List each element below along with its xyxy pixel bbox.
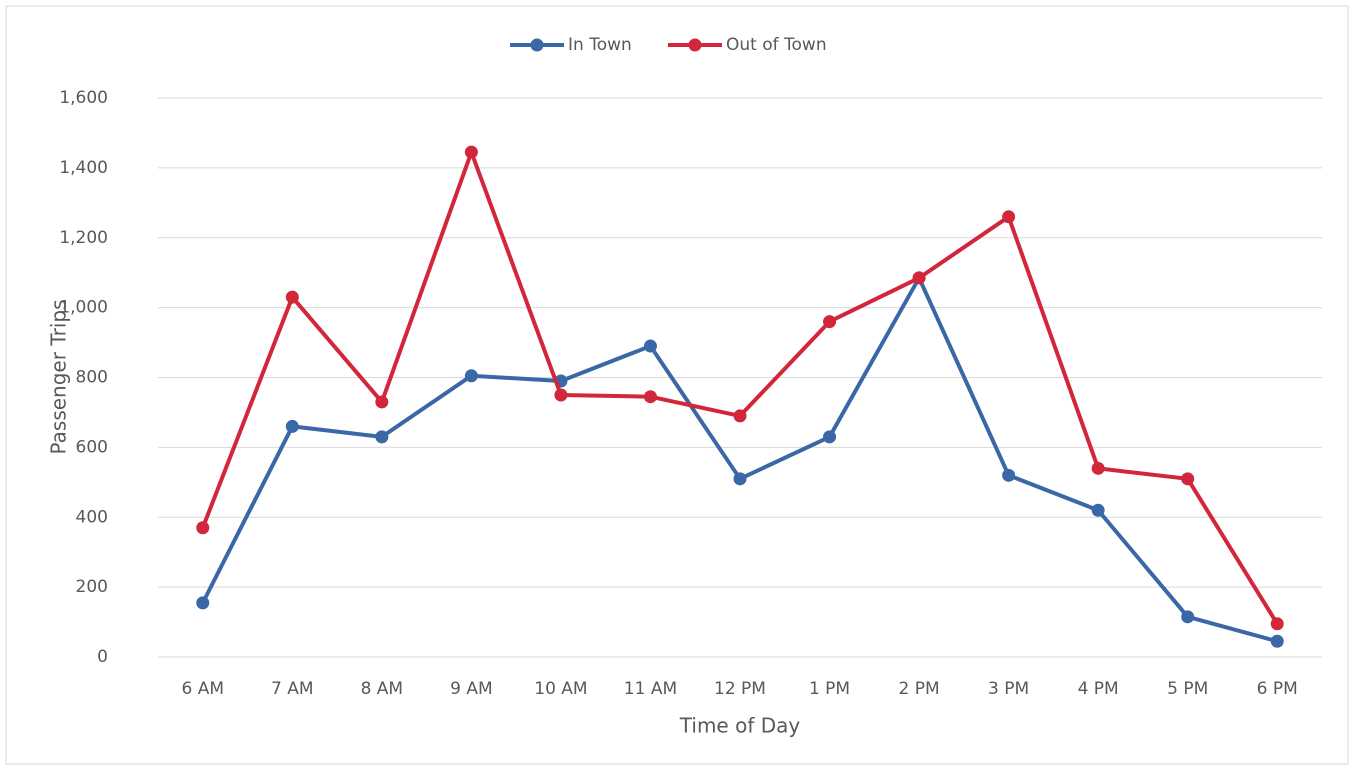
x-tick-label: 2 PM — [899, 679, 940, 699]
x-axis-title: Time of Day — [679, 714, 801, 738]
data-point — [554, 388, 568, 402]
data-point — [375, 395, 389, 409]
x-tick-label: 1 PM — [809, 679, 850, 699]
y-tick-label: 200 — [76, 577, 108, 597]
data-point — [285, 419, 299, 433]
data-point — [733, 409, 747, 423]
data-point — [1181, 472, 1195, 486]
legend-marker — [530, 38, 544, 52]
x-tick-label: 7 AM — [271, 679, 314, 699]
legend-label: In Town — [568, 35, 632, 55]
data-point — [912, 271, 926, 285]
x-tick-label: 6 PM — [1257, 679, 1298, 699]
y-tick-label: 1,400 — [59, 158, 108, 178]
data-point — [1091, 461, 1105, 475]
data-point — [1181, 610, 1195, 624]
data-point — [643, 339, 657, 353]
data-point — [1270, 634, 1284, 648]
data-point — [823, 315, 837, 329]
x-tick-label: 9 AM — [450, 679, 493, 699]
x-tick-label: 5 PM — [1167, 679, 1208, 699]
data-point — [823, 430, 837, 444]
legend-marker — [688, 38, 702, 52]
x-tick-label: 10 AM — [534, 679, 587, 699]
y-tick-label: 1,600 — [59, 88, 108, 108]
data-point — [1270, 617, 1284, 631]
data-point — [1002, 210, 1016, 224]
y-tick-label: 1,200 — [59, 228, 108, 248]
y-tick-label: 600 — [76, 437, 108, 457]
data-point — [285, 290, 299, 304]
data-point — [1002, 468, 1016, 482]
x-tick-label: 4 PM — [1078, 679, 1119, 699]
data-point — [464, 369, 478, 383]
data-point — [733, 472, 747, 486]
data-point — [196, 521, 210, 535]
x-tick-label: 12 PM — [714, 679, 766, 699]
x-tick-label: 3 PM — [988, 679, 1029, 699]
y-tick-label: 400 — [76, 507, 108, 527]
x-tick-label: 6 AM — [182, 679, 225, 699]
data-point — [643, 390, 657, 404]
data-point — [196, 596, 210, 610]
y-tick-label: 1,000 — [59, 298, 108, 318]
data-point — [1091, 503, 1105, 517]
legend-label: Out of Town — [726, 35, 827, 55]
y-axis-title: Passenger Trips — [47, 300, 71, 455]
x-tick-label: 8 AM — [361, 679, 404, 699]
y-tick-label: 0 — [97, 647, 108, 667]
y-tick-label: 800 — [76, 368, 108, 388]
data-point — [375, 430, 389, 444]
x-tick-label: 11 AM — [624, 679, 677, 699]
data-point — [464, 145, 478, 159]
